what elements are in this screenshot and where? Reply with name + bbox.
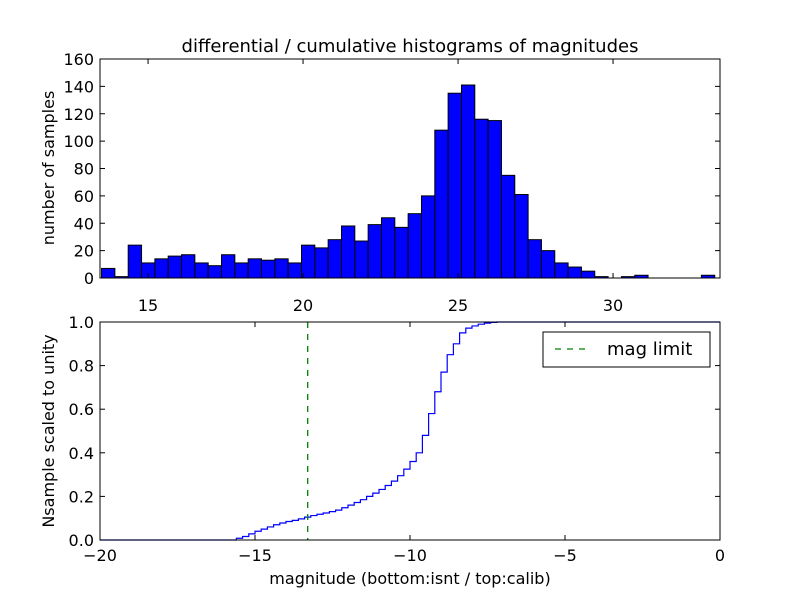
y-tick-label: 140 — [63, 77, 94, 96]
histogram-bar — [394, 226, 409, 279]
histogram-bar — [181, 254, 196, 279]
histogram-chart: differential / cumulative histograms of … — [39, 36, 721, 315]
y-tick-label: 80 — [74, 160, 94, 179]
histogram-bar — [327, 239, 342, 279]
cumulative-series — [100, 321, 720, 541]
legend: mag limit — [542, 331, 711, 368]
chart-title: differential / cumulative histograms of … — [182, 36, 639, 57]
y-tick-label: 0.8 — [69, 357, 94, 376]
histogram-bar — [340, 225, 356, 279]
histogram-bar — [314, 247, 329, 279]
y-tick-label: 0.6 — [69, 400, 94, 419]
histogram-bar — [274, 258, 289, 279]
histogram-bar — [460, 84, 476, 279]
x-tick-label: −10 — [393, 546, 427, 565]
cumulative-line — [100, 321, 720, 541]
histogram-bar — [221, 254, 236, 279]
x-tick-label: −15 — [238, 546, 272, 565]
x-tick-label: 15 — [138, 296, 158, 315]
y-tick-label: 40 — [74, 214, 94, 233]
cumulative-ylabel: Nsample scaled to unity — [39, 334, 58, 527]
histogram-bar — [380, 217, 396, 279]
y-tick-label: 0.0 — [69, 531, 94, 550]
y-tick-label: 0 — [84, 269, 94, 288]
histogram-bar — [127, 244, 143, 279]
legend-label-mag-limit: mag limit — [607, 339, 692, 360]
histogram-bar — [234, 262, 249, 279]
y-tick-label: 1.0 — [69, 313, 94, 332]
histogram-bar — [514, 194, 529, 279]
histogram-bar — [354, 240, 369, 279]
histogram-bar — [101, 267, 116, 279]
cumulative-ticks: −20 −15 −10 −5 0 0.0 0.2 0.4 0.6 0.8 1.0 — [69, 313, 726, 565]
y-tick-label: 0.2 — [69, 487, 94, 506]
cumulative-chart: −20 −15 −10 −5 0 0.0 0.2 0.4 0.6 0.8 1.0 mag limit… — [39, 313, 725, 588]
x-tick-label: 25 — [448, 296, 468, 315]
histogram-bar — [567, 266, 582, 279]
histogram-bar — [247, 258, 263, 279]
histogram-bar — [367, 224, 382, 279]
histogram-bar — [407, 213, 422, 279]
histogram-bar — [207, 265, 223, 279]
histogram-bar — [261, 259, 276, 279]
cumulative-frame — [99, 321, 721, 541]
y-tick-label: 0.4 — [69, 444, 94, 463]
histogram-bar — [167, 255, 183, 279]
x-tick-label: 30 — [603, 296, 623, 315]
histogram-frame — [99, 58, 721, 279]
y-tick-label: 100 — [63, 132, 94, 151]
histogram-bar — [527, 239, 542, 279]
y-tick-label: 160 — [63, 50, 94, 69]
histogram-bar — [474, 118, 489, 279]
x-tick-label: −20 — [83, 546, 117, 565]
histogram-bar — [194, 262, 209, 279]
y-tick-label: 60 — [74, 187, 94, 206]
histogram-bar — [580, 270, 596, 279]
cumulative-xlabel: magnitude (bottom:isnt / top:calib) — [269, 569, 550, 588]
histogram-bar — [540, 250, 556, 279]
histogram-bar — [554, 262, 569, 279]
histogram-bar — [154, 258, 169, 279]
histogram-bar — [287, 262, 303, 279]
histogram-bar — [500, 174, 516, 279]
x-tick-label: −5 — [553, 546, 577, 565]
histogram-ticks: 15 20 25 30 0 20 40 60 80 100 120 140 160 — [63, 50, 720, 315]
histogram-bar — [447, 92, 462, 279]
histogram-bar — [420, 195, 436, 279]
x-tick-label: 0 — [715, 546, 725, 565]
y-tick-label: 20 — [74, 242, 94, 261]
histogram-ylabel: number of samples — [39, 91, 58, 246]
histogram-bar — [434, 129, 449, 279]
x-tick-label: 20 — [293, 296, 313, 315]
y-tick-label: 120 — [63, 105, 94, 124]
histogram-bar — [487, 120, 502, 279]
